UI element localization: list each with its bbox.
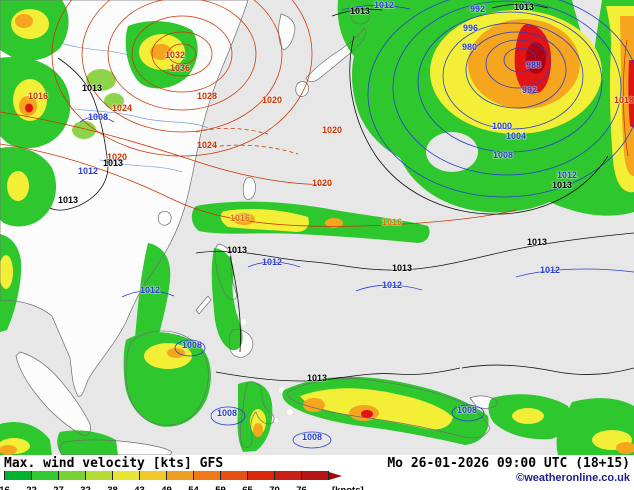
pressure-label: 1020 [312, 178, 332, 188]
pressure-label: 1013 [350, 6, 370, 16]
pressure-label: 1013 [307, 373, 327, 383]
pressure-label: 1016 [28, 91, 48, 101]
scale-numbers-row: 162227323843495459657076 [knots] [0, 480, 364, 490]
scale-value: 76 [288, 485, 315, 490]
pressure-label: 1032 [165, 50, 185, 60]
scale-color-segment [301, 471, 328, 480]
scale-unit: [knots] [332, 485, 364, 490]
scale-value: 65 [234, 485, 261, 490]
scale-value: 32 [72, 485, 99, 490]
map-title: Max. wind velocity [kts] GFS [4, 456, 224, 471]
pressure-label: 1008 [182, 340, 202, 350]
pressure-label: 1013 [82, 83, 102, 93]
scale-color-segment [166, 471, 193, 480]
pressure-label: 1008 [493, 150, 513, 160]
map-area[interactable]: 1013 1012 1013 992 996 980 988 992 1000 1004 1008 1… [0, 0, 634, 455]
pressure-label: 1016 [382, 217, 402, 227]
scale-value: 70 [261, 485, 288, 490]
pressure-label: 1013 [527, 237, 547, 247]
pressure-label: 1004 [506, 131, 526, 141]
pressure-label: 988 [526, 60, 541, 70]
scale-value: 54 [180, 485, 207, 490]
scale-color-segment [4, 471, 31, 480]
pressure-label: 1012 [540, 265, 560, 275]
map-datetime: Mo 26-01-2026 09:00 UTC (18+15) [387, 456, 630, 471]
pressure-label: 1020 [107, 152, 127, 162]
pressure-label: 1013 [103, 158, 123, 168]
pressure-label: 1012 [140, 285, 160, 295]
copyright-link[interactable]: ©weatheronline.co.uk [516, 472, 630, 484]
scale-color-segment [85, 471, 112, 480]
scale-bar-segments [4, 471, 329, 480]
pressure-label: 1013 [392, 263, 412, 273]
footer-title-row: Max. wind velocity [kts] GFS Mo 26-01-20… [0, 455, 634, 471]
pressure-label: 1008 [88, 112, 108, 122]
scale-value: 38 [99, 485, 126, 490]
pressure-label: 1013 [58, 195, 78, 205]
pressure-label: 1012 [374, 0, 394, 10]
isobar-black-layer [49, 3, 634, 382]
pressure-label: 1024 [112, 103, 132, 113]
scale-color-segment [31, 471, 58, 480]
wind-scale-legend [4, 471, 342, 480]
pressure-label: 1008 [457, 405, 477, 415]
scale-value: 22 [18, 485, 45, 490]
pressure-label: 1016 [230, 213, 250, 223]
pressure-label: 1036 [170, 63, 190, 73]
pressure-label: 980 [462, 42, 477, 52]
scale-color-segment [247, 471, 274, 480]
pressure-label: 1012 [382, 280, 402, 290]
pressure-label: 1000 [492, 121, 512, 131]
isobar-red-layer [0, 0, 629, 227]
pressure-label: 1008 [302, 432, 322, 442]
footer-bar: Max. wind velocity [kts] GFS Mo 26-01-20… [0, 455, 634, 490]
scale-value: 49 [153, 485, 180, 490]
pressure-label: 1008 [217, 408, 237, 418]
scale-color-segment [193, 471, 220, 480]
pressure-label: 992 [470, 4, 485, 14]
pressure-label: 1024 [197, 140, 217, 150]
pressure-label: 996 [463, 23, 478, 33]
pressure-label: 992 [522, 85, 537, 95]
scale-color-segment [112, 471, 139, 480]
scale-color-segment [58, 471, 85, 480]
scale-numbers: 162227323843495459657076 [0, 480, 315, 490]
pressure-label: 1020 [262, 95, 282, 105]
scale-color-segment [274, 471, 301, 480]
scale-value: 27 [45, 485, 72, 490]
pressure-label: 1013 [514, 2, 534, 12]
pressure-label: 1013 [227, 245, 247, 255]
scale-value: 43 [126, 485, 153, 490]
isobar-blue-layer [79, 0, 634, 449]
scale-color-segment [139, 471, 166, 480]
pressure-label: 1012 [78, 166, 98, 176]
pressure-label: 1013 [552, 180, 572, 190]
scale-color-segment [220, 471, 247, 480]
pressure-label: 1012 [557, 170, 577, 180]
pressure-label: 1020 [322, 125, 342, 135]
scale-arrow [329, 471, 342, 480]
scale-value: 59 [207, 485, 234, 490]
pressure-label: 1012 [262, 257, 282, 267]
scale-value: 16 [0, 485, 18, 490]
pressure-label: 1028 [197, 91, 217, 101]
pressure-label: 1018 [614, 95, 634, 105]
